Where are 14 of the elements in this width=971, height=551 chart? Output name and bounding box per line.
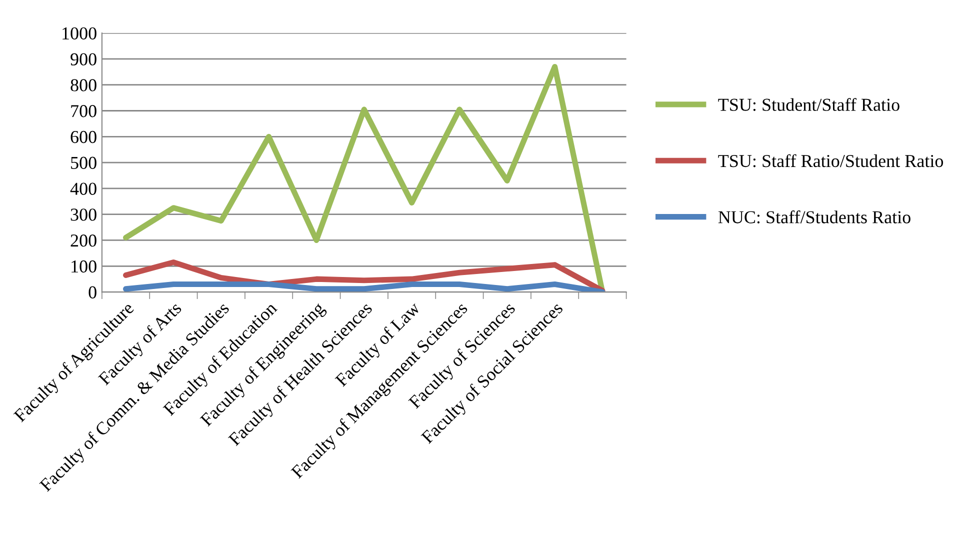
y-tick-label: 0 xyxy=(88,286,96,298)
y-tick-label: 600 xyxy=(70,130,96,144)
y-tick-label: 900 xyxy=(70,53,96,66)
y-tick-label: 400 xyxy=(70,182,96,195)
legend-label: TSU: Student/Staff Ratio xyxy=(718,98,900,111)
y-tick-label: 800 xyxy=(70,79,96,92)
y-tick-label: 700 xyxy=(71,105,96,118)
y-tick-label: 300 xyxy=(70,208,96,221)
y-tick-label: 1000 xyxy=(62,27,96,40)
legend-label: NUC: Staff/Students Ratio xyxy=(718,210,910,224)
y-tick-label: 200 xyxy=(70,234,96,247)
y-tick-label: 500 xyxy=(71,156,96,169)
legend-label: TSU: Staff Ratio/Student Ratio xyxy=(718,154,944,168)
y-tick-label: 100 xyxy=(72,260,96,273)
